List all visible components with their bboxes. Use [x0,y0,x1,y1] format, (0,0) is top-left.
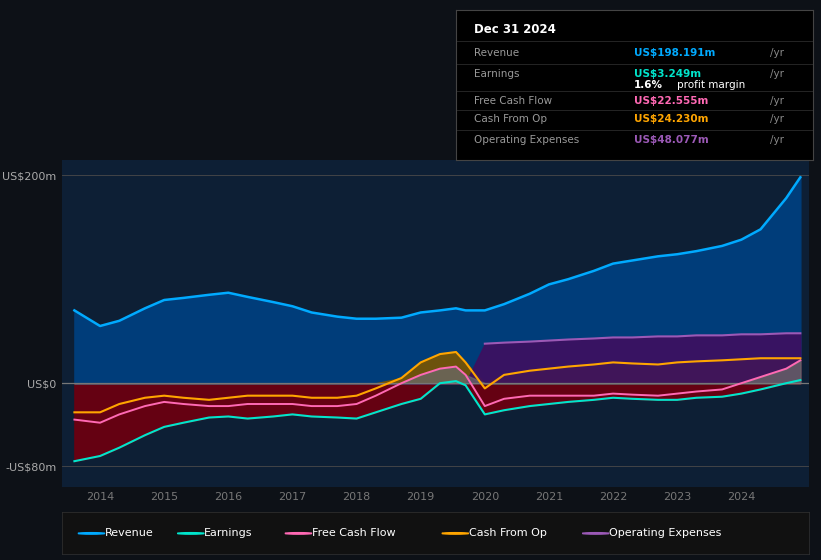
Text: /yr: /yr [770,135,784,145]
Text: US$22.555m: US$22.555m [635,96,709,106]
Text: Operating Expenses: Operating Expenses [474,135,579,145]
Text: Earnings: Earnings [474,69,519,79]
Circle shape [442,533,469,534]
Circle shape [582,533,609,534]
Text: Free Cash Flow: Free Cash Flow [474,96,552,106]
Text: /yr: /yr [770,114,784,124]
Circle shape [285,533,312,534]
Text: Cash From Op: Cash From Op [469,529,547,538]
Text: Cash From Op: Cash From Op [474,114,547,124]
Text: US$24.230m: US$24.230m [635,114,709,124]
Circle shape [78,533,105,534]
Text: profit margin: profit margin [677,80,745,90]
Text: Operating Expenses: Operating Expenses [609,529,722,538]
Text: US$48.077m: US$48.077m [635,135,709,145]
Text: Earnings: Earnings [204,529,253,538]
Text: Revenue: Revenue [474,48,519,58]
Circle shape [177,533,204,534]
Text: US$3.249m: US$3.249m [635,69,701,79]
Text: /yr: /yr [770,96,784,106]
Text: /yr: /yr [770,48,784,58]
Text: Dec 31 2024: Dec 31 2024 [474,23,555,36]
Text: Revenue: Revenue [105,529,154,538]
Text: Free Cash Flow: Free Cash Flow [312,529,396,538]
Text: US$198.191m: US$198.191m [635,48,716,58]
Text: /yr: /yr [770,69,784,79]
Text: 1.6%: 1.6% [635,80,663,90]
